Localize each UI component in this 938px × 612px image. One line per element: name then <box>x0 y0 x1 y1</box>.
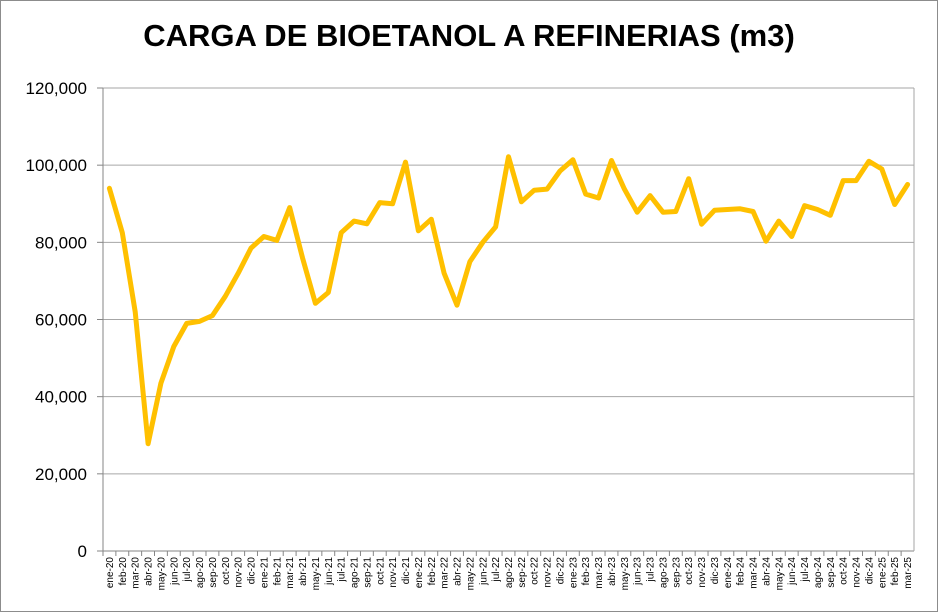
x-tick-label: abr-21 <box>298 557 309 586</box>
x-tick-label: ene-22 <box>414 557 425 589</box>
x-tick-label: jun-21 <box>324 557 335 586</box>
x-tick-label: ago-20 <box>195 557 206 589</box>
x-tick-label: may-21 <box>311 557 322 591</box>
x-tick-label: sep-24 <box>826 557 837 588</box>
x-tick-label: jul-23 <box>646 557 657 583</box>
y-tick-label: 60,000 <box>35 311 87 330</box>
x-tick-label: dic-21 <box>401 557 412 585</box>
series-line <box>106 154 911 447</box>
x-tick-label: jul-22 <box>491 557 502 583</box>
x-tick-label: nov-20 <box>234 557 245 588</box>
y-tick-label: 40,000 <box>35 388 87 407</box>
x-tick-label: feb-21 <box>272 557 283 586</box>
series-layer <box>106 154 911 447</box>
x-tick-label: jun-24 <box>787 557 798 586</box>
x-tick-label: may-23 <box>620 557 631 591</box>
x-tick-label: jul-24 <box>800 557 811 583</box>
x-tick-label: feb-22 <box>427 557 438 586</box>
x-tick-label: jun-23 <box>633 557 644 586</box>
x-tick-label: abr-24 <box>761 557 772 586</box>
x-tick-label: mar-22 <box>440 557 451 589</box>
x-tick-label: oct-23 <box>684 557 695 585</box>
x-tick-label: ene-24 <box>723 557 734 589</box>
x-tick-label: dic-22 <box>555 557 566 585</box>
x-tick-label: ene-23 <box>568 557 579 589</box>
x-tick-label: sep-22 <box>517 557 528 588</box>
x-tick-label: oct-20 <box>221 557 232 585</box>
y-tick-label: 100,000 <box>26 156 87 175</box>
chart-title: CARGA DE BIOETANOL A REFINERIAS (m3) <box>143 18 795 53</box>
x-tick-label: mar-23 <box>594 557 605 589</box>
x-tick-label: dic-20 <box>247 557 258 585</box>
x-tick-label: ago-21 <box>350 557 361 589</box>
x-tick-label: may-24 <box>774 557 785 591</box>
x-tick-label: sep-20 <box>208 557 219 588</box>
x-tick-label: sep-21 <box>362 557 373 588</box>
x-tick-label: jul-21 <box>337 557 348 583</box>
x-tick-label: feb-24 <box>736 557 747 586</box>
x-tick-label: jun-20 <box>169 557 180 586</box>
x-tick-label: mar-21 <box>285 557 296 589</box>
x-tick-label: sep-23 <box>671 557 682 588</box>
y-axis: 0 20,000 40,000 60,000 80,000 100,000 120,000 <box>26 79 104 561</box>
x-tick-label: abr-23 <box>607 557 618 586</box>
x-tick-label: nov-21 <box>388 557 399 588</box>
x-tick-label: nov-24 <box>852 557 863 588</box>
x-tick-label: mar-25 <box>903 557 914 589</box>
y-tick-label: 120,000 <box>26 79 87 98</box>
x-tick-label: nov-23 <box>697 557 708 588</box>
x-tick-label: may-20 <box>156 557 167 591</box>
y-tick-label: 80,000 <box>35 233 87 252</box>
x-tick-label: oct-24 <box>839 557 850 585</box>
x-tick-label: mar-20 <box>131 557 142 589</box>
x-tick-label: abr-22 <box>453 557 464 586</box>
x-tick-label: mar-24 <box>749 557 760 589</box>
x-tick-label: jul-20 <box>182 557 193 583</box>
x-tick-label: ago-23 <box>658 557 669 589</box>
x-tick-label: jun-22 <box>478 557 489 586</box>
x-tick-label: may-22 <box>465 557 476 591</box>
x-tick-label: dic-24 <box>864 557 875 585</box>
x-tick-label: abr-20 <box>144 557 155 586</box>
x-axis: ene-20 feb-20 mar-20 abr-20 may-20 jun-20 jul-… <box>102 551 914 591</box>
x-tick-label: ene-21 <box>259 557 270 589</box>
x-tick-label: dic-23 <box>710 557 721 585</box>
x-tick-label: oct-22 <box>530 557 541 585</box>
x-tick-label: feb-23 <box>581 557 592 586</box>
x-tick-label: feb-20 <box>118 557 129 586</box>
x-tick-label: ago-24 <box>813 557 824 589</box>
x-tick-label: nov-22 <box>543 557 554 588</box>
x-tick-label: ene-20 <box>105 557 116 589</box>
x-tick-label: ene-25 <box>877 557 888 589</box>
y-tick-label: 20,000 <box>35 465 87 484</box>
x-tick-label: oct-21 <box>375 557 386 585</box>
x-tick-label: ago-22 <box>504 557 515 589</box>
y-tick-label: 0 <box>78 542 87 561</box>
x-tick-label: feb-25 <box>890 557 901 586</box>
